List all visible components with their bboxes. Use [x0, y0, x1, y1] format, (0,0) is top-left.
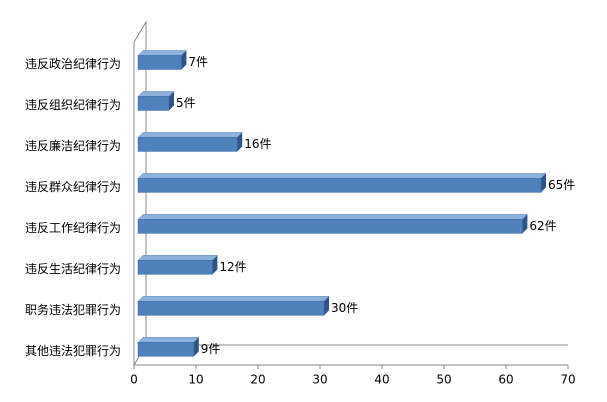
bar-front	[137, 96, 170, 111]
bar	[137, 132, 243, 152]
bar-top	[137, 296, 330, 302]
y-tick-label: 违反群众纪律行为	[25, 180, 121, 194]
bar	[137, 337, 200, 357]
bar-front	[137, 301, 325, 316]
bar-top	[137, 50, 188, 56]
bar-front	[137, 219, 523, 234]
value-label: 12件	[219, 260, 246, 274]
value-label: 5件	[176, 96, 196, 110]
bar-top	[137, 337, 200, 343]
bar-front	[137, 178, 542, 193]
bar	[137, 50, 188, 70]
y-tick-label: 违反组织纪律行为	[25, 98, 121, 112]
value-label: 62件	[529, 219, 556, 233]
bar-side	[193, 337, 199, 357]
bar	[137, 173, 547, 193]
bar	[137, 255, 219, 275]
x-tick-label: 10	[188, 373, 203, 387]
y-tick-label: 职务违法犯罪行为	[25, 302, 121, 317]
value-label: 16件	[244, 137, 271, 151]
value-label: 65件	[548, 178, 575, 192]
bar-side	[541, 173, 546, 193]
x-tick-label: 20	[250, 373, 265, 387]
bar-side	[212, 255, 218, 275]
bar-front	[137, 342, 195, 357]
bar-side	[181, 50, 187, 70]
bar	[137, 296, 330, 316]
y-tick-label: 违反廉洁纪律行为	[25, 138, 121, 153]
x-tick-label: 50	[436, 373, 451, 387]
y-tick-label: 其他违法犯罪行为	[25, 344, 121, 358]
y-tick-label: 违反政治纪律行为	[25, 57, 121, 71]
bar-top	[137, 132, 243, 138]
bar-top	[137, 173, 547, 179]
bar	[137, 91, 175, 111]
bar-top	[137, 214, 529, 220]
bar-front	[137, 260, 213, 275]
x-tick-label: 30	[312, 373, 327, 387]
y-tick-label: 违反工作纪律行为	[25, 221, 121, 235]
bar-front	[137, 137, 238, 152]
bar-front	[137, 55, 182, 70]
bar-side	[522, 214, 528, 234]
value-label: 9件	[201, 342, 221, 356]
bar	[137, 214, 529, 234]
value-label: 30件	[331, 301, 358, 315]
x-tick-label: 70	[560, 373, 575, 387]
back-wall	[133, 20, 568, 365]
y-tick-label: 违反生活纪律行为	[25, 262, 121, 276]
bar-side	[324, 296, 329, 316]
bar-top	[137, 255, 219, 261]
x-tick-label: 0	[130, 373, 138, 387]
x-tick-label: 40	[374, 373, 389, 387]
x-tick-label: 60	[498, 373, 513, 387]
bar-side	[169, 91, 174, 111]
bar-side	[237, 132, 243, 152]
bar-top	[137, 91, 175, 97]
value-label: 7件	[188, 55, 208, 69]
